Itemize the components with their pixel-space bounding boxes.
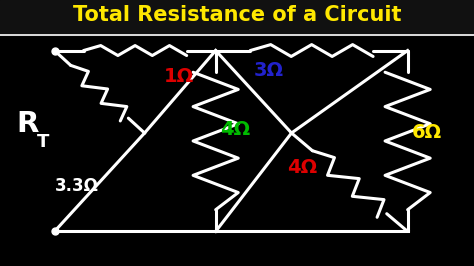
Bar [0,0,474,35]
Text: 4Ω: 4Ω [220,119,251,139]
Text: 6Ω: 6Ω [411,123,442,143]
Text: T: T [37,133,49,151]
Text: 3.3Ω: 3.3Ω [55,177,99,195]
Text: 3Ω: 3Ω [254,61,283,80]
Text: 1Ω: 1Ω [164,66,194,85]
Text: R: R [17,110,39,138]
Text: Total Resistance of a Circuit: Total Resistance of a Circuit [73,5,401,25]
Text: 4Ω: 4Ω [287,158,317,177]
